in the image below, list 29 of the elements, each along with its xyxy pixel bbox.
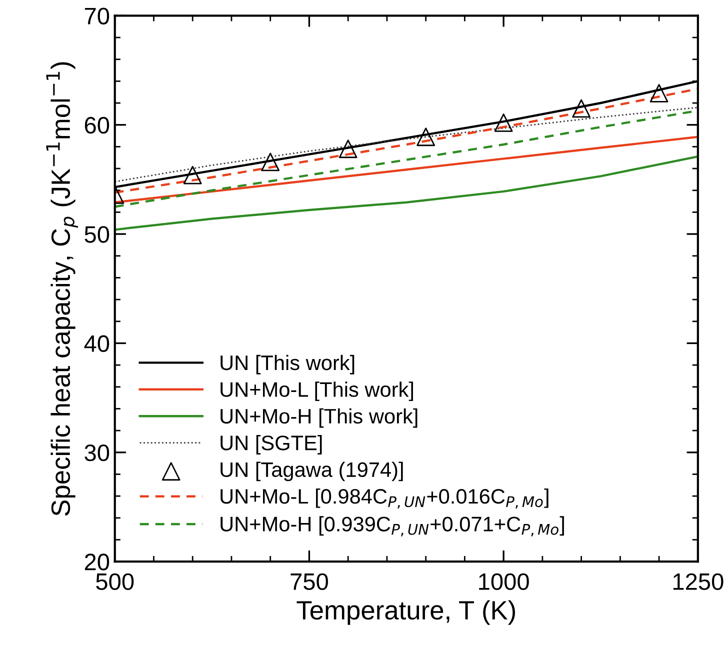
point (183, 166, 202, 184)
legend-label: UN [SGTE] (220, 435, 322, 454)
point (261, 152, 280, 172)
legend-label: UN+Mo-H [This work] (220, 408, 418, 428)
x-tick-label: 500 (96, 573, 134, 590)
legend-label: UN [This work] (220, 354, 354, 374)
line-series (114, 155, 698, 231)
y-tick-label: 40 (84, 335, 110, 352)
y-tick-label: 30 (84, 444, 110, 462)
x-tick-label: 1250 (673, 573, 724, 590)
x-tick-label: 750 (290, 573, 328, 590)
point (416, 128, 436, 146)
point (338, 140, 358, 158)
legend-label: UN+Mo-L [This work] (220, 382, 413, 402)
y-tick-label: 50 (84, 226, 110, 243)
x-axis-title: Temperature, T (K) (296, 600, 516, 625)
legend-label: UN [Tagawa (1974)] (220, 462, 403, 482)
point (650, 84, 668, 102)
y-tick-label: 20 (84, 554, 110, 570)
x-tick-label: 1000 (479, 573, 529, 590)
y-tick-label: 60 (84, 116, 110, 134)
point (494, 113, 513, 132)
y-axis-title: Specific heat capacity, C$_{p}$ (JK$^{−1}$mol$^{−1}$) (46, 62, 78, 516)
line-series (114, 136, 698, 204)
point (572, 99, 591, 118)
line-series (114, 106, 698, 182)
legend-label: UN+Mo-L [0.984C$_{P,UN}$+0.016C$_{P,Mo}$] (220, 488, 548, 509)
y-tick-label: 70 (84, 8, 110, 24)
legend-label: UN+Mo-H [0.939C$_{P,UN}$+0.071+C$_{P,Mo}$] (220, 516, 564, 536)
